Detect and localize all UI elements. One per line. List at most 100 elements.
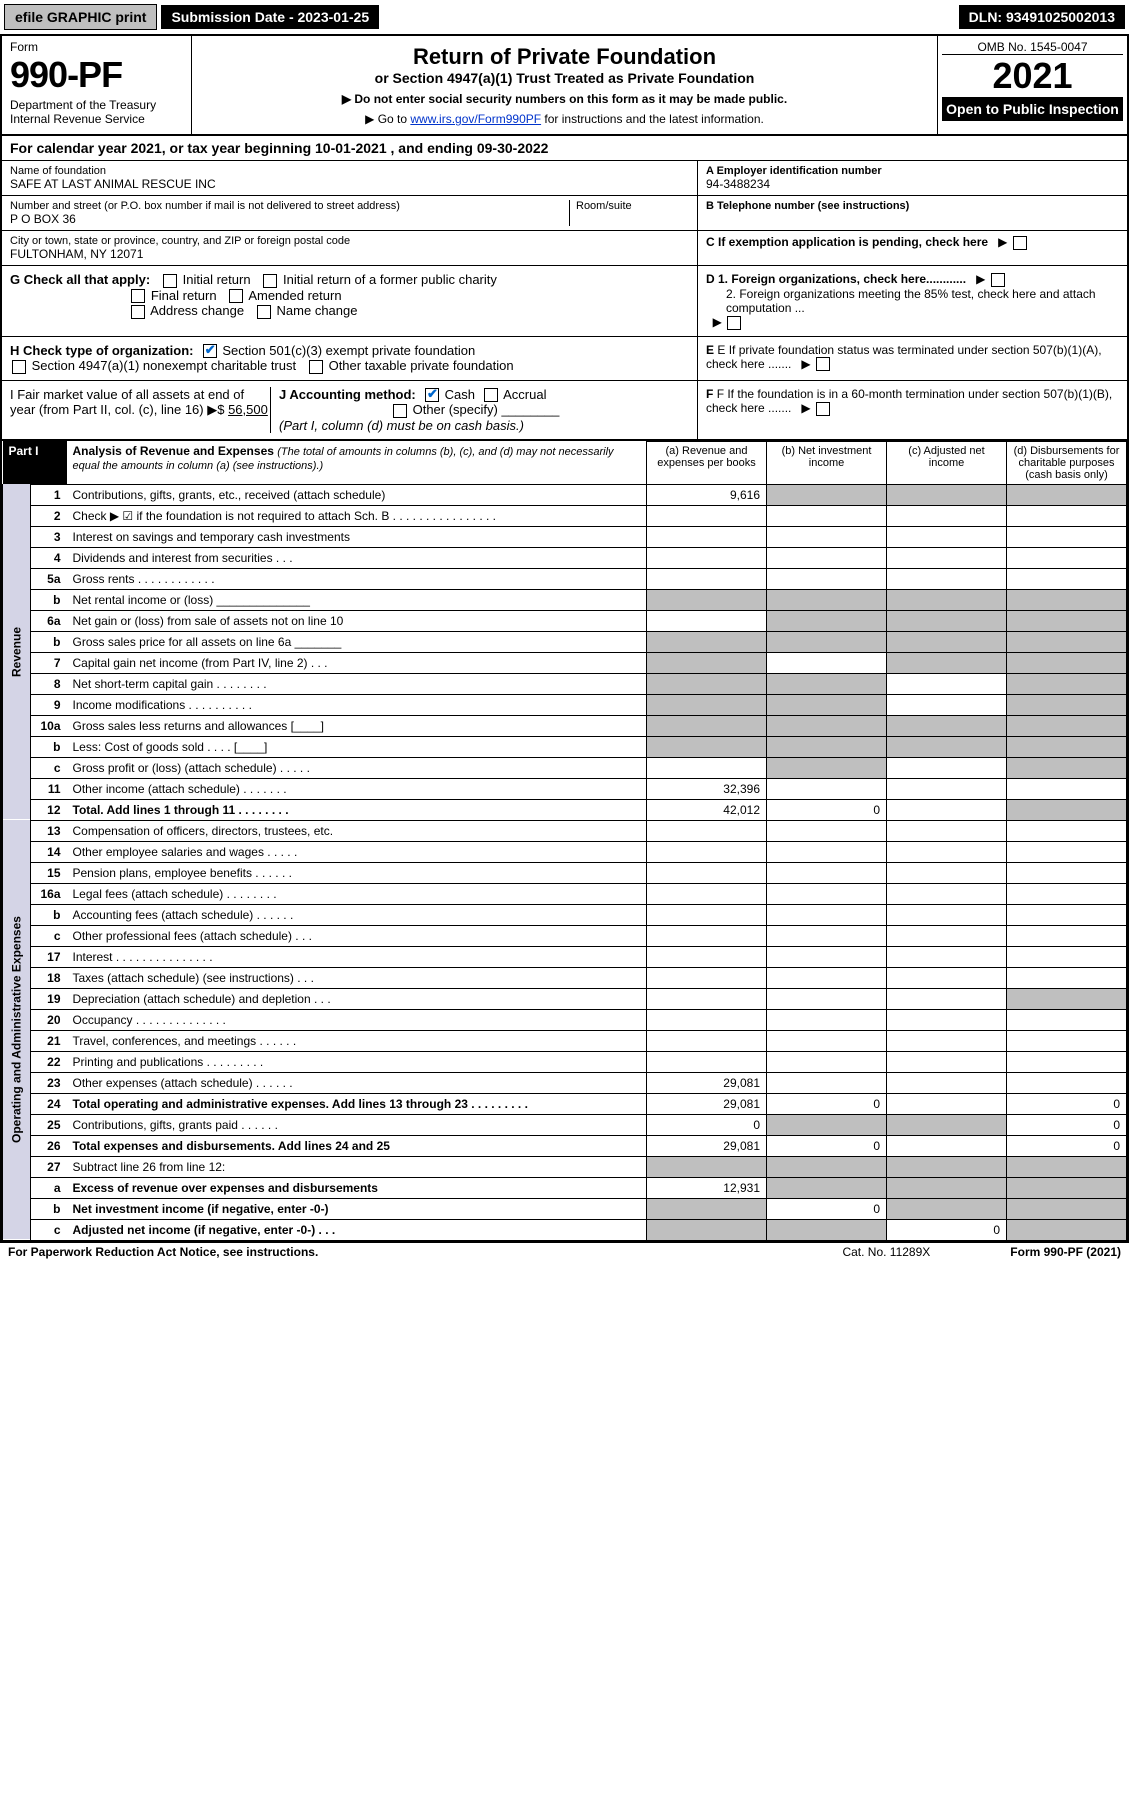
e-checkbox[interactable] <box>816 357 830 371</box>
amount-cell <box>1007 988 1127 1009</box>
amount-cell <box>887 757 1007 778</box>
amount-cell <box>767 988 887 1009</box>
line-number: 4 <box>31 547 67 568</box>
amount-cell: 0 <box>767 1093 887 1114</box>
c-label: C If exemption application is pending, c… <box>706 235 988 249</box>
amount-cell: 42,012 <box>647 799 767 820</box>
irs-link[interactable]: www.irs.gov/Form990PF <box>410 112 541 126</box>
amount-cell <box>1007 1219 1127 1240</box>
amount-cell <box>887 862 1007 883</box>
foundation-name: SAFE AT LAST ANIMAL RESCUE INC <box>10 177 689 191</box>
f-checkbox[interactable] <box>816 402 830 416</box>
revenue-side-label: Revenue <box>3 484 31 820</box>
line-description: Contributions, gifts, grants paid . . . … <box>67 1114 647 1135</box>
f-section: F F If the foundation is in a 60-month t… <box>697 381 1127 439</box>
g-final-checkbox[interactable] <box>131 289 145 303</box>
form-container: Form 990-PF Department of the Treasury I… <box>0 34 1129 1243</box>
line-number: 17 <box>31 946 67 967</box>
amount-cell <box>767 631 887 652</box>
table-row: bLess: Cost of goods sold . . . . [____] <box>3 736 1127 757</box>
d1-checkbox[interactable] <box>991 273 1005 287</box>
line-number: 19 <box>31 988 67 1009</box>
h-other-checkbox[interactable] <box>309 360 323 374</box>
d-section: D 1. Foreign organizations, check here..… <box>697 266 1127 336</box>
line-description: Accounting fees (attach schedule) . . . … <box>67 904 647 925</box>
amount-cell <box>887 799 1007 820</box>
table-row: bAccounting fees (attach schedule) . . .… <box>3 904 1127 925</box>
line-number: 25 <box>31 1114 67 1135</box>
line-number: 23 <box>31 1072 67 1093</box>
form-label: Form <box>10 40 183 54</box>
g-initial-checkbox[interactable] <box>163 274 177 288</box>
amount-cell <box>1007 568 1127 589</box>
address-label: Number and street (or P.O. box number if… <box>10 200 569 212</box>
amount-cell <box>647 694 767 715</box>
amount-cell: 32,396 <box>647 778 767 799</box>
amount-cell: 29,081 <box>647 1135 767 1156</box>
amount-cell: 12,931 <box>647 1177 767 1198</box>
part1-table: Part I Analysis of Revenue and Expenses … <box>2 441 1127 1241</box>
g-initial-former-checkbox[interactable] <box>263 274 277 288</box>
amount-cell <box>647 925 767 946</box>
g-name-checkbox[interactable] <box>257 305 271 319</box>
line-number: 1 <box>31 484 67 505</box>
amount-cell <box>767 1156 887 1177</box>
amount-cell <box>1007 1198 1127 1219</box>
efile-print-button[interactable]: efile GRAPHIC print <box>4 4 157 30</box>
footer-left: For Paperwork Reduction Act Notice, see … <box>8 1245 318 1259</box>
j-cash-checkbox[interactable] <box>425 388 439 402</box>
amount-cell <box>647 988 767 1009</box>
g-amended-checkbox[interactable] <box>229 289 243 303</box>
amount-cell <box>767 589 887 610</box>
table-row: 24Total operating and administrative exp… <box>3 1093 1127 1114</box>
dln: DLN: 93491025002013 <box>959 5 1125 29</box>
table-row: 20Occupancy . . . . . . . . . . . . . . <box>3 1009 1127 1030</box>
d2-checkbox[interactable] <box>727 316 741 330</box>
table-row: bNet rental income or (loss) ___________… <box>3 589 1127 610</box>
table-row: 3Interest on savings and temporary cash … <box>3 526 1127 547</box>
amount-cell <box>647 568 767 589</box>
amount-cell <box>1007 862 1127 883</box>
amount-cell: 0 <box>1007 1114 1127 1135</box>
j-other-checkbox[interactable] <box>393 404 407 418</box>
h-4947-checkbox[interactable] <box>12 360 26 374</box>
amount-cell <box>767 862 887 883</box>
amount-cell <box>647 1030 767 1051</box>
line-description: Total expenses and disbursements. Add li… <box>67 1135 647 1156</box>
table-row: bNet investment income (if negative, ent… <box>3 1198 1127 1219</box>
col-a-header: (a) Revenue and expenses per books <box>647 441 767 484</box>
amount-cell <box>767 925 887 946</box>
line-number: 18 <box>31 967 67 988</box>
amount-cell <box>887 589 1007 610</box>
amount-cell <box>887 631 1007 652</box>
amount-cell <box>887 967 1007 988</box>
g-address-checkbox[interactable] <box>131 305 145 319</box>
amount-cell <box>1007 715 1127 736</box>
table-row: 2Check ▶ ☑ if the foundation is not requ… <box>3 505 1127 526</box>
amount-cell <box>887 1051 1007 1072</box>
j-accrual-checkbox[interactable] <box>484 388 498 402</box>
table-row: aExcess of revenue over expenses and dis… <box>3 1177 1127 1198</box>
line-description: Total operating and administrative expen… <box>67 1093 647 1114</box>
amount-cell <box>887 547 1007 568</box>
line-number: 12 <box>31 799 67 820</box>
line-description: Interest . . . . . . . . . . . . . . . <box>67 946 647 967</box>
c-checkbox[interactable] <box>1013 236 1027 250</box>
amount-cell <box>767 568 887 589</box>
line-number: 7 <box>31 652 67 673</box>
goto-note: ▶ Go to www.irs.gov/Form990PF for instru… <box>200 112 929 126</box>
g-section: G Check all that apply: Initial return I… <box>2 266 697 336</box>
amount-cell <box>887 904 1007 925</box>
table-row: bGross sales price for all assets on lin… <box>3 631 1127 652</box>
h-501c3-checkbox[interactable] <box>203 344 217 358</box>
line-description: Legal fees (attach schedule) . . . . . .… <box>67 883 647 904</box>
table-row: 16aLegal fees (attach schedule) . . . . … <box>3 883 1127 904</box>
amount-cell <box>887 925 1007 946</box>
amount-cell <box>1007 1030 1127 1051</box>
amount-cell <box>647 610 767 631</box>
line-description: Net short-term capital gain . . . . . . … <box>67 673 647 694</box>
form-number: 990-PF <box>10 54 183 96</box>
amount-cell <box>887 1135 1007 1156</box>
table-row: Operating and Administrative Expenses13C… <box>3 820 1127 841</box>
line-description: Depreciation (attach schedule) and deple… <box>67 988 647 1009</box>
